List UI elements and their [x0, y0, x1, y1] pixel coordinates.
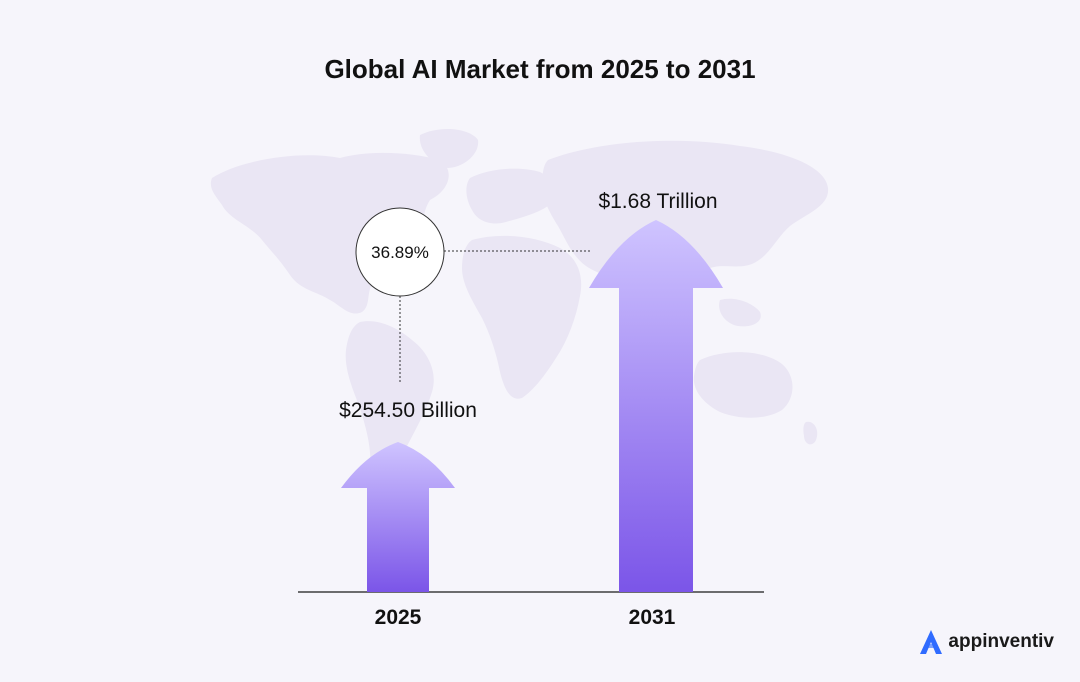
- chart-title: Global AI Market from 2025 to 2031: [324, 54, 756, 84]
- bar-arrow-2031: [589, 220, 723, 592]
- growth-connectors: [399, 250, 590, 382]
- category-label-2031: 2031: [629, 606, 676, 629]
- world-map-background: [210, 128, 829, 499]
- value-label-2031: $1.68 Trillion: [598, 190, 717, 213]
- category-label-2025: 2025: [375, 606, 422, 629]
- appinventiv-logo-icon: [920, 630, 943, 654]
- brand-name: appinventiv: [948, 631, 1054, 652]
- bar-group: [341, 220, 723, 592]
- growth-rate-circle: [355, 207, 445, 297]
- growth-rate-label: 36.89%: [371, 243, 429, 262]
- bar-arrow-2025: [341, 442, 455, 592]
- brand-logo: appinventiv: [918, 628, 1054, 656]
- value-label-2025: $254.50 Billion: [339, 399, 477, 422]
